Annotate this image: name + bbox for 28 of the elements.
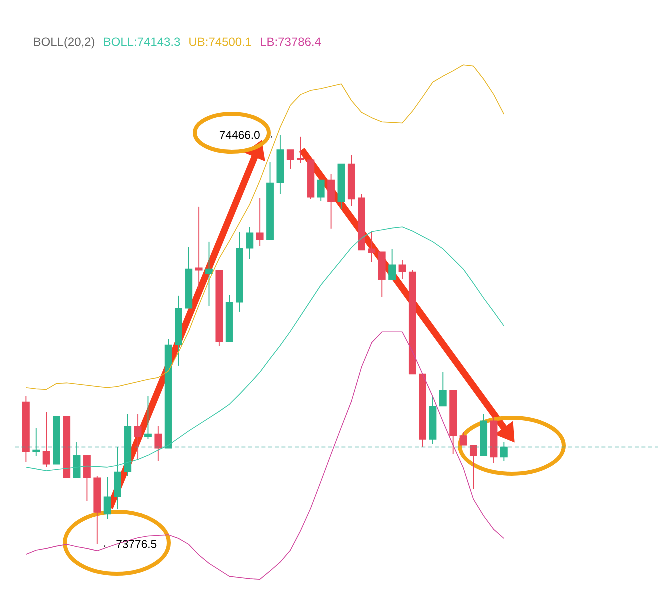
candlestick: [195, 206, 203, 290]
candlestick: [297, 136, 304, 164]
candlestick: [104, 477, 112, 520]
candlestick: [42, 412, 50, 468]
candlestick: [439, 372, 447, 407]
candlestick: [470, 444, 478, 490]
candlestick: [206, 241, 213, 306]
text: LB:73786.4: [261, 38, 322, 46]
candlestick: [460, 432, 468, 446]
text: BOLL:74143.3: [104, 38, 180, 46]
candlestick: [398, 260, 406, 280]
text: UB:74500.1: [190, 38, 252, 46]
candlestick: [144, 396, 152, 440]
candlestick: [154, 426, 162, 462]
candlestick: [84, 455, 91, 502]
candlestick: [73, 442, 81, 479]
candlestick: [246, 226, 254, 260]
candlestick: [256, 198, 264, 247]
candlestick: [286, 150, 294, 170]
legend-title: BOLL(20,2): [34, 37, 95, 49]
annotation: ← 73776.5: [104, 540, 157, 548]
candlestick: [317, 180, 325, 202]
candlestick: [388, 248, 396, 280]
candlestick: [32, 428, 40, 457]
candlestick: [134, 414, 142, 460]
candlestick: [328, 174, 335, 230]
candlestick: [368, 232, 376, 263]
candlestick: [500, 442, 508, 462]
